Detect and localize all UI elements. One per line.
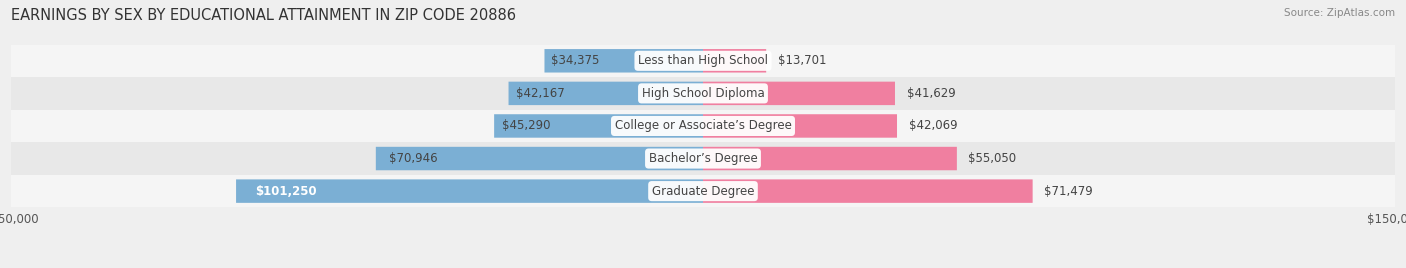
Text: EARNINGS BY SEX BY EDUCATIONAL ATTAINMENT IN ZIP CODE 20886: EARNINGS BY SEX BY EDUCATIONAL ATTAINMEN… <box>11 8 516 23</box>
Text: $45,290: $45,290 <box>502 120 551 132</box>
Text: $13,701: $13,701 <box>778 54 827 67</box>
Text: Bachelor’s Degree: Bachelor’s Degree <box>648 152 758 165</box>
Text: $55,050: $55,050 <box>969 152 1017 165</box>
Bar <box>11 44 1395 77</box>
Text: $71,479: $71,479 <box>1045 185 1092 198</box>
FancyBboxPatch shape <box>544 49 703 73</box>
Text: Source: ZipAtlas.com: Source: ZipAtlas.com <box>1284 8 1395 18</box>
FancyBboxPatch shape <box>703 114 897 138</box>
Text: $41,629: $41,629 <box>907 87 955 100</box>
Text: $101,250: $101,250 <box>254 185 316 198</box>
FancyBboxPatch shape <box>703 49 766 73</box>
FancyBboxPatch shape <box>236 179 703 203</box>
Bar <box>11 77 1395 110</box>
Bar <box>11 110 1395 142</box>
Legend: Male, Female: Male, Female <box>643 267 763 268</box>
FancyBboxPatch shape <box>375 147 703 170</box>
Text: $34,375: $34,375 <box>551 54 599 67</box>
FancyBboxPatch shape <box>703 147 957 170</box>
FancyBboxPatch shape <box>494 114 703 138</box>
FancyBboxPatch shape <box>509 82 703 105</box>
FancyBboxPatch shape <box>703 179 1032 203</box>
Bar <box>11 142 1395 175</box>
FancyBboxPatch shape <box>703 82 896 105</box>
Text: Less than High School: Less than High School <box>638 54 768 67</box>
Text: High School Diploma: High School Diploma <box>641 87 765 100</box>
Text: $42,167: $42,167 <box>516 87 565 100</box>
Text: College or Associate’s Degree: College or Associate’s Degree <box>614 120 792 132</box>
Text: Graduate Degree: Graduate Degree <box>652 185 754 198</box>
Bar <box>11 175 1395 207</box>
Text: $42,069: $42,069 <box>908 120 957 132</box>
Text: $70,946: $70,946 <box>389 152 437 165</box>
